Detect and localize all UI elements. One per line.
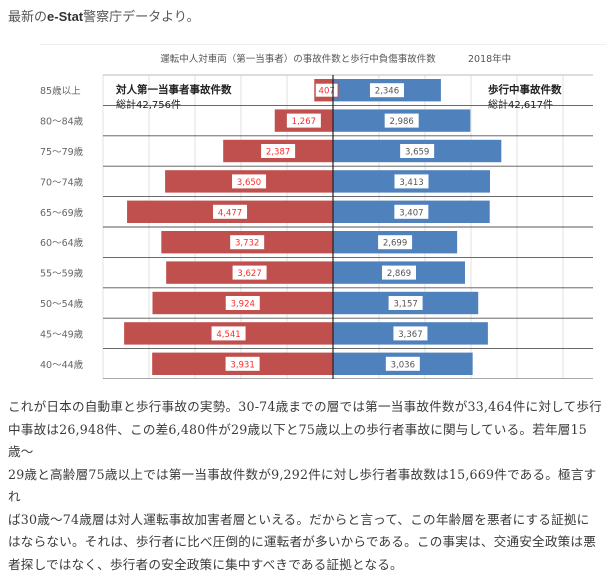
- left-series-total: 総計42,756件: [116, 98, 181, 111]
- category-label: 50〜54歳: [40, 298, 84, 310]
- data-label-left: 3,732: [235, 239, 259, 249]
- data-label-right: 2,699: [383, 239, 407, 249]
- data-label-left: 3,650: [237, 178, 261, 188]
- paragraph-line: 中事故は26,948件、この差6,480件が29歳以下と75歳以上の歩行者事故に…: [8, 419, 608, 464]
- data-label-left: 3,931: [230, 360, 254, 370]
- category-label: 70〜74歳: [40, 176, 84, 188]
- data-label-left: 1,267: [292, 117, 316, 127]
- data-label-left: 2,387: [266, 148, 290, 158]
- right-series-total: 総計42,617件: [488, 98, 553, 111]
- intro-source: e-Stat: [47, 9, 83, 24]
- category-label: 80〜84歳: [40, 116, 84, 128]
- data-label-left: 407: [319, 87, 335, 97]
- data-label-left: 4,541: [216, 330, 240, 340]
- data-label-right: 3,367: [398, 330, 422, 340]
- data-label-right: 3,157: [393, 300, 417, 310]
- paragraph-line: はならない。それは、歩行者に比べ圧倒的に運転者が多いからである。この事実は、交通…: [8, 531, 608, 554]
- data-label-right: 2,346: [375, 87, 399, 97]
- category-label: 60〜64歳: [40, 237, 84, 249]
- category-label: 75〜79歳: [40, 146, 84, 158]
- paragraph-line: これが日本の自動車と歩行事故の実勢。30-74歳までの層では第一当事故件数が33…: [8, 396, 608, 419]
- data-label-right: 3,659: [405, 148, 429, 158]
- data-label-right: 3,407: [399, 208, 423, 218]
- category-label: 55〜59歳: [40, 268, 84, 280]
- category-labels: 85歳以上 80〜84歳 75〜79歳 70〜74歳 65〜69歳 60〜64歳 55〜59…: [40, 85, 84, 379]
- paragraph-line: 者探しではなく、歩行者の安全政策に集中すべきである証拠となる。: [8, 554, 608, 576]
- data-label-left: 3,627: [237, 269, 261, 279]
- data-label-left: 3,924: [231, 300, 255, 310]
- intro-prefix: 最新の: [8, 10, 47, 25]
- body-paragraph: これが日本の自動車と歩行事故の実勢。30-74歳までの層では第一当事故件数が33…: [8, 396, 608, 576]
- category-label: 65〜69歳: [40, 207, 84, 219]
- data-label-right: 3,036: [391, 360, 415, 370]
- left-series-name: 対人第一当事者事故件数: [115, 83, 232, 96]
- data-label-right: 3,413: [399, 178, 423, 188]
- butterfly-chart: 運転中人対車両（第一当事者）の事故件数と歩行中負傷事故件数 2018年中 407…: [40, 45, 606, 379]
- paragraph-line: 29歳と高齢層75歳以上では第一当事故件数が9,292件に対し歩行者事故数は15…: [8, 464, 608, 509]
- chart-year-label: 2018年中: [468, 53, 511, 65]
- category-label: 85歳以上: [40, 85, 81, 97]
- intro-line: 最新のe-Stat警察庁データより。: [8, 6, 200, 25]
- intro-suffix: 警察庁データより。: [83, 10, 199, 25]
- data-label-right: 2,986: [390, 117, 414, 127]
- right-series-name: 歩行中事故件数: [488, 83, 562, 96]
- data-label-right: 2,869: [387, 269, 411, 279]
- data-label-left: 4,477: [218, 208, 242, 218]
- chart: 運転中人対車両（第一当事者）の事故件数と歩行中負傷事故件数 2018年中 407…: [40, 44, 606, 379]
- category-label: 40〜44歳: [40, 359, 84, 371]
- category-label: 45〜49歳: [40, 328, 84, 340]
- chart-title: 運転中人対車両（第一当事者）の事故件数と歩行中負傷事故件数: [160, 53, 436, 65]
- paragraph-line: ば30歳〜74歳層は対人運転事故加害者層といえる。だからと言って、この年齢層を悪…: [8, 509, 608, 532]
